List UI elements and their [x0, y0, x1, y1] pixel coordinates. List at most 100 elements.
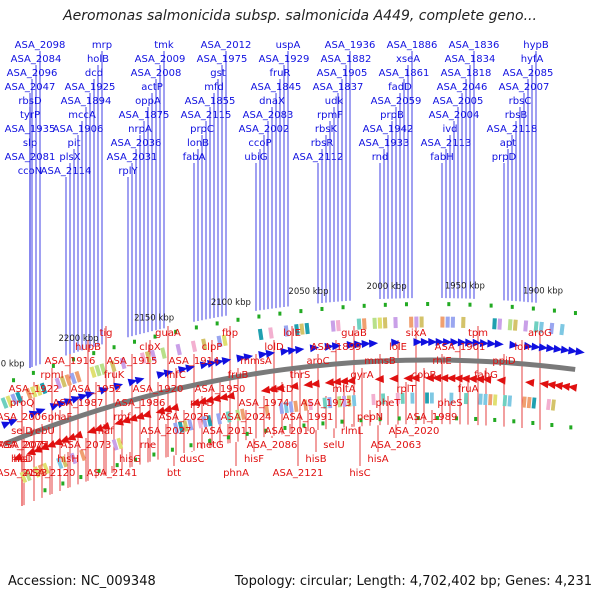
reverse-gene-label: ASA_1991: [283, 412, 334, 423]
reverse-gene-label: lolE: [389, 342, 407, 353]
forward-feature-block: [29, 386, 38, 398]
reverse-gene-label: ASA_2027: [141, 426, 192, 437]
forward-gene-arrow: [77, 393, 88, 402]
forward-gene-arrow: [546, 343, 556, 352]
marker-dot: [132, 339, 136, 344]
marker-dot: [341, 305, 345, 310]
marker-dot: [493, 417, 497, 422]
forward-gene-arrow: [368, 339, 379, 348]
accession-text: Accession: NC_009348: [8, 574, 156, 589]
forward-gene-arrow: [450, 338, 460, 347]
reverse-gene-arrow: [169, 403, 180, 412]
reverse-gene-arrow: [12, 452, 23, 461]
reverse-gene-label: fruK: [104, 370, 125, 381]
reverse-gene-arrow: [567, 383, 578, 392]
forward-feature-block: [533, 321, 539, 333]
reverse-gene-arrow: [482, 375, 492, 384]
marker-dot: [340, 419, 344, 424]
reverse-feature-block: [351, 395, 357, 407]
reverse-feature-block: [225, 411, 232, 423]
forward-feature-block: [109, 360, 117, 373]
reverse-gene-label: ASA_1920: [133, 384, 184, 395]
reverse-feature-block: [216, 413, 222, 425]
forward-feature-block: [144, 350, 152, 363]
marker-dot: [43, 488, 47, 493]
reverse-feature-block: [182, 420, 189, 432]
forward-feature-block: [372, 317, 378, 329]
marker-dot: [170, 447, 174, 452]
reverse-gene-arrow: [446, 374, 456, 383]
forward-feature-block: [361, 318, 367, 330]
reverse-gene-label: hisG: [119, 454, 141, 465]
reverse-gene-arrow: [26, 447, 37, 456]
forward-label-lines: [29, 51, 537, 368]
marker-dot: [115, 463, 119, 468]
reverse-gene-arrow: [127, 413, 138, 422]
reverse-gene-label: yebU: [29, 426, 55, 437]
reverse-gene-label: rpmI: [40, 370, 63, 381]
forward-gene-label: lonB: [187, 138, 209, 149]
reverse-feature-block: [346, 395, 352, 407]
forward-gene-arrow: [465, 338, 475, 347]
reverse-gene-label: ASA_1973: [301, 398, 352, 409]
forward-feature-block: [64, 374, 72, 386]
reverse-gene-arrow: [141, 410, 152, 418]
marker-dot: [569, 425, 573, 430]
kbp-tick-label: 1900 kbp: [523, 286, 563, 296]
forward-gene-label: prpC: [190, 124, 214, 135]
reverse-gene-label: hisI: [13, 454, 30, 465]
reverse-gene-label: mmsA: [240, 356, 272, 367]
reverse-gene-arrow: [134, 412, 145, 420]
reverse-feature-block: [42, 462, 50, 475]
reverse-gene-label: ASA_1901: [435, 342, 486, 353]
reverse-gene-arrow: [303, 380, 313, 389]
forward-gene-label: ASA_1905: [317, 68, 368, 79]
reverse-feature-block: [60, 455, 68, 468]
forward-gene-label: rnd: [372, 152, 389, 163]
marker-dot: [468, 302, 472, 307]
reverse-gene-arrow: [121, 415, 131, 424]
reverse-feature-block: [463, 393, 469, 405]
reverse-feature-block: [327, 396, 333, 409]
forward-gene-label: rbsK: [315, 124, 338, 135]
reverse-feature-block: [521, 396, 527, 408]
kbp-ticks: 1900 kbp 1950 kbp 2000 kbp 2050 kbp 2100 kbp…: [0, 282, 563, 370]
marker-dot: [194, 325, 198, 330]
reverse-gene-label: ASA_2073: [61, 440, 112, 451]
forward-feature-block: [54, 377, 62, 390]
reverse-gene-arrow: [267, 384, 278, 393]
forward-gene-label: ASA_2012: [201, 40, 252, 51]
forward-gene-arrow: [163, 369, 174, 378]
forward-gene-label: dcd: [85, 68, 103, 79]
forward-gene-label: rpmF: [317, 110, 343, 121]
forward-gene-arrow: [35, 408, 46, 416]
reverse-gene-label: rplT: [396, 384, 416, 395]
reverse-gene-label: fruB: [228, 370, 249, 381]
forward-gene-arrow: [258, 350, 268, 359]
forward-gene-arrow: [420, 338, 430, 347]
forward-gene-label: dnaX: [259, 96, 285, 107]
reverse-gene-arrow: [525, 378, 535, 387]
reverse-gene-label: lolD: [264, 342, 284, 353]
reverse-gene-arrow: [310, 379, 320, 388]
reverse-feature-block: [116, 437, 124, 450]
marker-dot: [378, 417, 382, 422]
reverse-gene-label: rmf: [113, 412, 131, 423]
forward-gene-arrow: [391, 338, 401, 347]
reverse-gene-arrow: [46, 440, 57, 448]
marker-dot: [257, 314, 261, 319]
reverse-gene-labels: aroG tpm sixA guaB lolE fbp guaA tig lon ASA_1901…: [0, 328, 552, 479]
forward-gene-label: prpB: [380, 110, 404, 121]
forward-feature-block: [15, 391, 23, 404]
reverse-feature-block: [24, 469, 32, 482]
forward-gene-arrow: [1, 421, 11, 430]
forward-gene-label: ASA_2083: [243, 110, 294, 121]
forward-feature-block: [377, 317, 383, 329]
forward-gene-arrow: [177, 366, 188, 374]
forward-gene-label: ASA_1818: [441, 68, 492, 79]
forward-gene-arrow: [435, 338, 445, 347]
reverse-gene-label: pheT: [376, 398, 402, 409]
forward-gene-arrow: [287, 346, 298, 355]
marker-dot: [383, 302, 387, 307]
forward-feature-block: [294, 323, 300, 336]
